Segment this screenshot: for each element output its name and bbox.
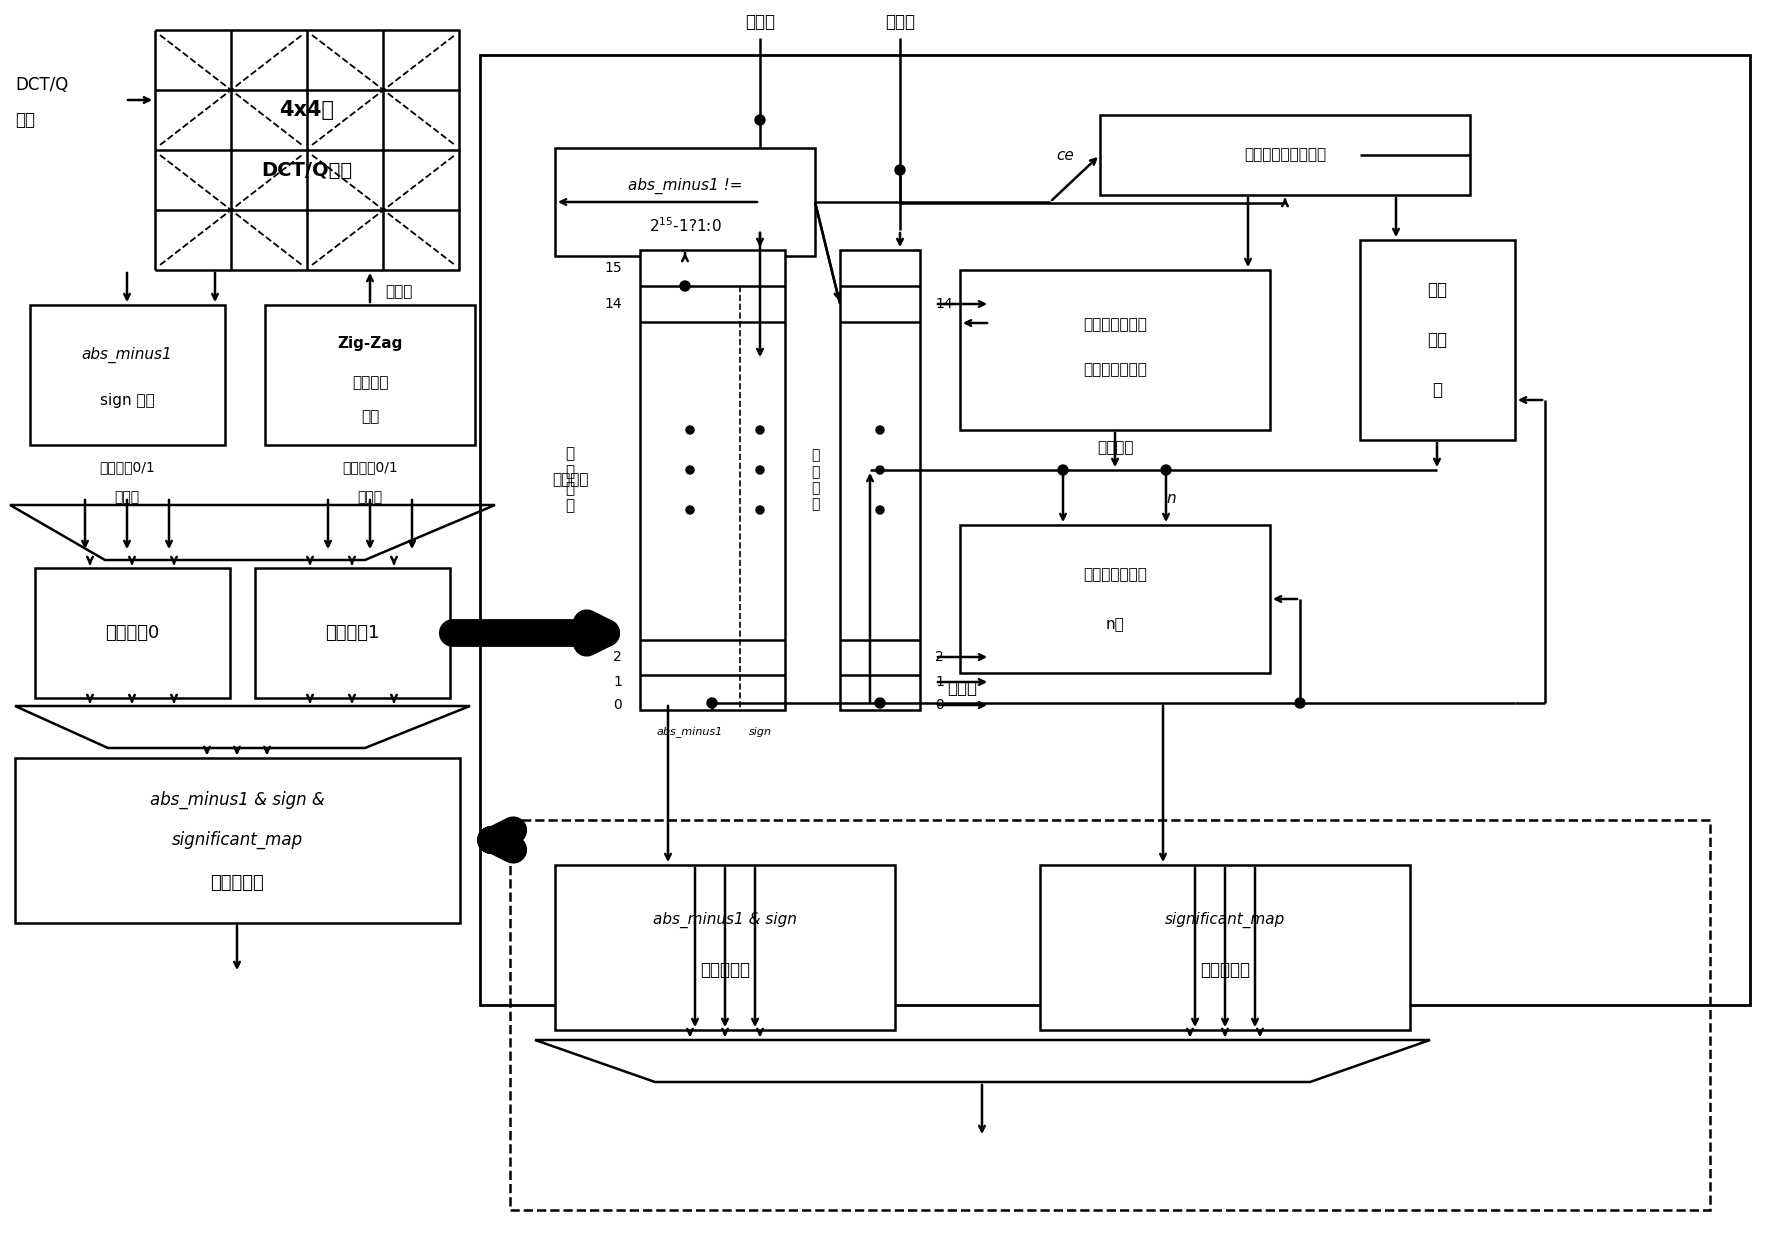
Circle shape bbox=[895, 165, 905, 175]
Text: 读地址: 读地址 bbox=[385, 284, 412, 299]
Circle shape bbox=[875, 507, 884, 514]
Bar bbox=[555, 148, 815, 256]
Circle shape bbox=[686, 426, 695, 434]
Bar bbox=[255, 568, 451, 698]
Bar bbox=[14, 758, 460, 923]
Text: 系数: 系数 bbox=[14, 111, 35, 129]
Text: 移位控制及系数: 移位控制及系数 bbox=[1084, 318, 1147, 333]
Text: 15: 15 bbox=[605, 261, 622, 275]
Bar bbox=[35, 568, 230, 698]
Circle shape bbox=[755, 114, 766, 124]
Text: abs_minus1 & sign &: abs_minus1 & sign & bbox=[150, 791, 325, 810]
Text: 系
数
队
列: 系 数 队 列 bbox=[566, 446, 575, 514]
Text: n: n bbox=[1167, 490, 1176, 505]
Text: 2: 2 bbox=[935, 650, 944, 664]
Bar bbox=[1040, 865, 1411, 1029]
Text: abs_minus1 !=: abs_minus1 != bbox=[628, 178, 743, 194]
Text: Zig-Zag: Zig-Zag bbox=[338, 336, 403, 351]
Text: 系数队列: 系数队列 bbox=[552, 473, 589, 488]
Circle shape bbox=[1057, 465, 1068, 475]
Bar bbox=[555, 865, 895, 1029]
Text: DCT/Q系数: DCT/Q系数 bbox=[262, 161, 352, 180]
Text: ce: ce bbox=[1055, 147, 1073, 162]
Bar bbox=[30, 305, 225, 445]
Text: 标志矢量: 标志矢量 bbox=[1096, 440, 1133, 455]
Text: significant_map: significant_map bbox=[171, 831, 302, 850]
Text: 二元化引擎: 二元化引擎 bbox=[210, 874, 263, 892]
Circle shape bbox=[707, 698, 718, 708]
Text: 存储单元1: 存储单元1 bbox=[325, 623, 378, 642]
Text: 4x4块: 4x4块 bbox=[279, 101, 334, 119]
Text: 存储单元0/1: 存储单元0/1 bbox=[99, 460, 156, 474]
Text: 写系数: 写系数 bbox=[115, 490, 140, 504]
Circle shape bbox=[757, 426, 764, 434]
Text: 产生: 产生 bbox=[361, 410, 378, 425]
Text: 扫描地址: 扫描地址 bbox=[352, 376, 389, 391]
Text: 0: 0 bbox=[935, 698, 944, 711]
Text: 0: 0 bbox=[613, 698, 622, 711]
Text: 2: 2 bbox=[613, 650, 622, 664]
Circle shape bbox=[1294, 698, 1305, 708]
Text: 标
志
矩
阵: 标 志 矩 阵 bbox=[812, 449, 819, 512]
Text: 二元化引擎: 二元化引擎 bbox=[1200, 962, 1250, 979]
Text: 数: 数 bbox=[1432, 381, 1443, 398]
Text: 写地址: 写地址 bbox=[744, 13, 774, 31]
Circle shape bbox=[875, 426, 884, 434]
Text: 读地址: 读地址 bbox=[948, 679, 978, 696]
Circle shape bbox=[686, 507, 695, 514]
Bar bbox=[960, 270, 1269, 430]
Bar bbox=[640, 250, 785, 710]
Bar bbox=[840, 250, 919, 710]
Bar bbox=[1360, 240, 1515, 440]
Text: 写系数: 写系数 bbox=[886, 13, 916, 31]
Text: 1: 1 bbox=[935, 675, 944, 689]
Circle shape bbox=[875, 466, 884, 474]
Text: 曳尾: 曳尾 bbox=[1427, 282, 1446, 299]
Text: abs_minus1 & sign: abs_minus1 & sign bbox=[652, 911, 797, 928]
Circle shape bbox=[875, 698, 886, 708]
Circle shape bbox=[686, 466, 695, 474]
Text: 存储单元0/1: 存储单元0/1 bbox=[343, 460, 398, 474]
Text: significant_map: significant_map bbox=[1165, 911, 1285, 928]
Bar bbox=[265, 305, 476, 445]
Text: 14: 14 bbox=[935, 297, 953, 310]
Text: 最后非零系数索引值: 最后非零系数索引值 bbox=[1245, 147, 1326, 162]
Text: 存储单元0: 存储单元0 bbox=[104, 623, 159, 642]
Text: DCT/Q: DCT/Q bbox=[14, 75, 69, 94]
Text: 写地址: 写地址 bbox=[357, 490, 382, 504]
Circle shape bbox=[757, 466, 764, 474]
Text: 零标志矢量右移: 零标志矢量右移 bbox=[1084, 567, 1147, 582]
Circle shape bbox=[1162, 465, 1170, 475]
Text: abs_minus1: abs_minus1 bbox=[658, 727, 723, 738]
Text: 零计: 零计 bbox=[1427, 331, 1446, 349]
Text: 1: 1 bbox=[613, 675, 622, 689]
Bar bbox=[479, 55, 1750, 1006]
Text: n位: n位 bbox=[1105, 617, 1124, 632]
Text: 二元化引擎: 二元化引擎 bbox=[700, 962, 750, 979]
Circle shape bbox=[757, 507, 764, 514]
Text: $2^{15}$-1?1:0: $2^{15}$-1?1:0 bbox=[649, 216, 721, 235]
Bar bbox=[509, 820, 1710, 1210]
Text: 14: 14 bbox=[605, 297, 622, 310]
Text: 队列读地址产生: 队列读地址产生 bbox=[1084, 362, 1147, 377]
Bar bbox=[960, 525, 1269, 672]
Text: sign: sign bbox=[748, 727, 771, 737]
Text: abs_minus1: abs_minus1 bbox=[81, 347, 171, 363]
Circle shape bbox=[681, 282, 690, 292]
Bar bbox=[1100, 114, 1469, 195]
Text: sign 产生: sign 产生 bbox=[99, 392, 154, 407]
